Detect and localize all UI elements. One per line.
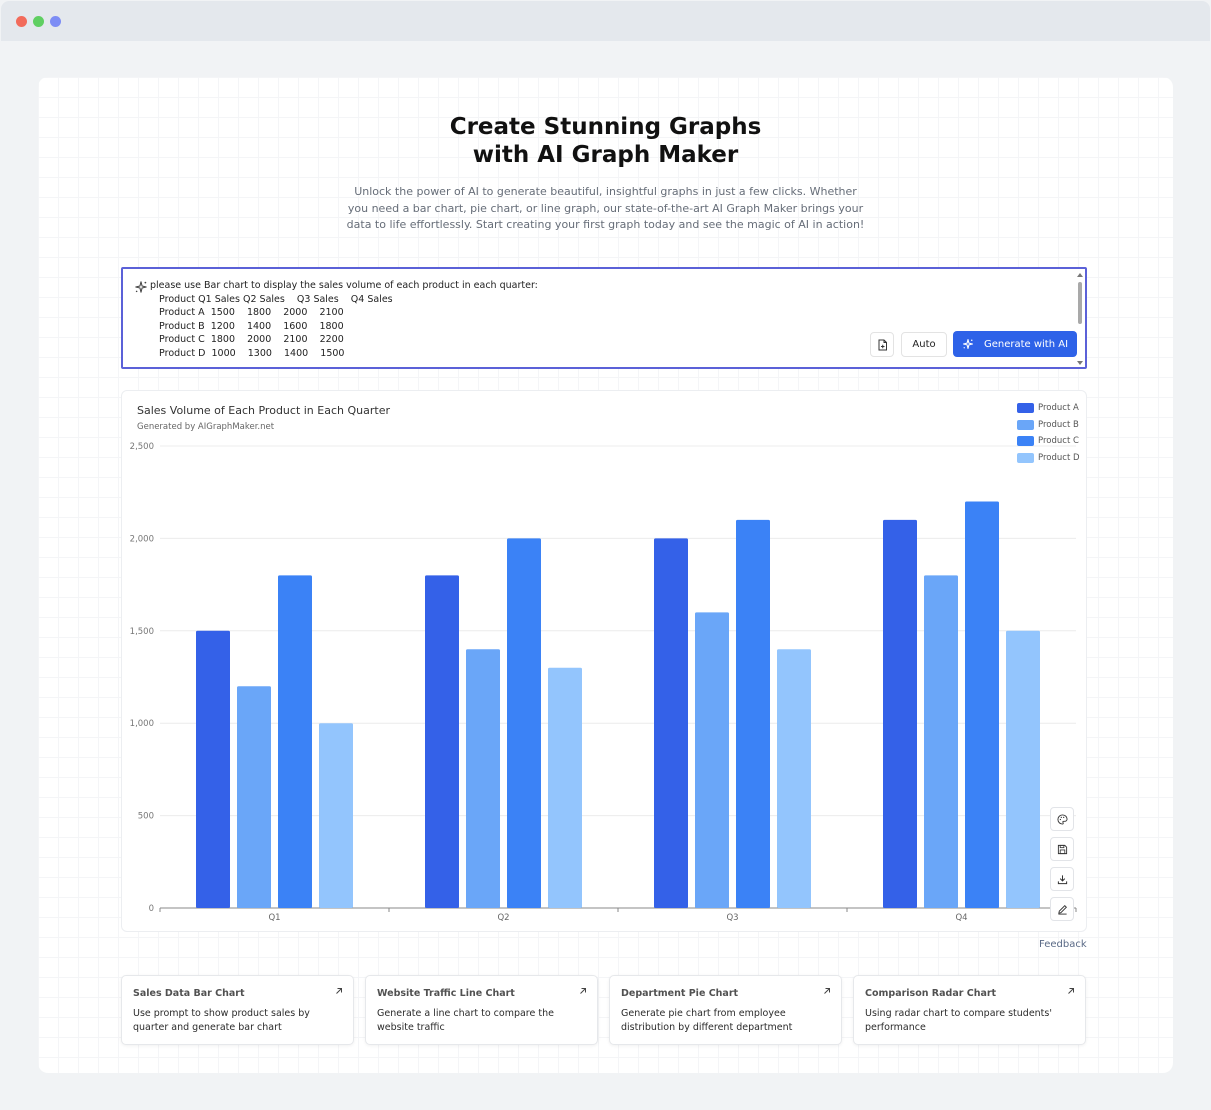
- y-tick-label: 2,500: [130, 442, 154, 452]
- x-tick-label: Q1: [268, 913, 280, 923]
- chart-legend: Product A Product B Product C Product D: [1017, 400, 1080, 466]
- example-card-sales-bar[interactable]: Sales Data Bar Chart Use prompt to show …: [121, 975, 354, 1045]
- bar: [548, 667, 582, 908]
- bar: [425, 575, 459, 908]
- y-tick-label: 1,500: [130, 627, 154, 637]
- minimize-window-button[interactable]: [33, 16, 44, 27]
- upload-file-button[interactable]: [870, 332, 894, 357]
- chart-subtitle: Generated by AIGraphMaker.net: [137, 422, 275, 432]
- legend-swatch: [1017, 419, 1034, 430]
- prompt-scrollbar[interactable]: [1077, 272, 1083, 366]
- example-title: Comparison Radar Chart: [865, 988, 997, 999]
- chart-panel: 0 500 1,000 1,500 2,000 2,500 Q1 Q2 Q3 Q4 Sales V…: [121, 390, 1087, 932]
- x-tick-label: Q3: [726, 913, 738, 923]
- legend-label: Product A: [1038, 403, 1079, 414]
- bar: [278, 575, 312, 908]
- x-tick-label: Q4: [955, 913, 967, 923]
- bar: [1006, 630, 1040, 908]
- prompt-text[interactable]: please use Bar chart to display the sale…: [150, 280, 538, 359]
- example-title: Sales Data Bar Chart: [133, 988, 245, 999]
- bar: [965, 501, 999, 908]
- example-title: Website Traffic Line Chart: [377, 988, 515, 999]
- palette-icon: [1057, 813, 1068, 825]
- legend-label: Product B: [1038, 419, 1079, 430]
- y-tick-label: 500: [138, 812, 154, 822]
- maximize-window-button[interactable]: [50, 16, 61, 27]
- bar: [924, 575, 958, 908]
- example-description: Use prompt to show product sales by quar…: [133, 1008, 310, 1033]
- edit-button[interactable]: [1050, 897, 1074, 921]
- download-icon: [1057, 874, 1067, 884]
- intro-line-3: data to life effortlessly. Start creatin…: [346, 218, 865, 231]
- close-window-button[interactable]: [16, 16, 27, 27]
- scroll-thumb[interactable]: [1078, 282, 1082, 324]
- y-tick-label: 1,000: [130, 719, 154, 729]
- legend-swatch: [1017, 436, 1034, 447]
- save-button[interactable]: [1050, 837, 1074, 861]
- bar: [736, 519, 770, 908]
- legend-item[interactable]: Product D: [1017, 450, 1080, 467]
- bar: [695, 612, 729, 908]
- example-card-comparison-radar[interactable]: Comparison Radar Chart Using radar chart…: [853, 975, 1086, 1045]
- bar: [237, 686, 271, 908]
- legend-label: Product C: [1038, 436, 1079, 447]
- legend-label: Product D: [1038, 452, 1080, 463]
- sparkle-icon: [135, 281, 147, 293]
- bar: [777, 649, 811, 908]
- legend-swatch: [1017, 403, 1034, 414]
- x-tick-label: Q2: [497, 913, 509, 923]
- page-title: Create Stunning Graphs with AI Graph Mak…: [38, 113, 1173, 169]
- scroll-up-icon[interactable]: [1077, 273, 1083, 277]
- example-description: Generate a line chart to compare the web…: [377, 1008, 554, 1033]
- feedback-link[interactable]: Feedback: [1039, 939, 1087, 950]
- intro-line-2: you need a bar chart, pie chart, or line…: [347, 201, 864, 215]
- chart-title: Sales Volume of Each Product in Each Qua…: [137, 404, 390, 417]
- download-button[interactable]: [1050, 867, 1074, 891]
- legend-item[interactable]: Product B: [1017, 417, 1080, 434]
- legend-item[interactable]: Product C: [1017, 433, 1080, 450]
- intro-line-1: Unlock the power of AI to generate beaut…: [354, 185, 857, 198]
- save-icon: [1057, 844, 1067, 854]
- browser-title-bar: [1, 1, 1210, 41]
- title-line-2: with AI Graph Maker: [472, 142, 739, 168]
- generate-button-label: Generate with AI: [983, 338, 1069, 350]
- sparkle-icon: [962, 338, 973, 350]
- title-line-1: Create Stunning Graphs: [449, 114, 762, 140]
- example-card-traffic-line[interactable]: Website Traffic Line Chart Generate a li…: [365, 975, 598, 1045]
- y-tick-label: 0: [149, 904, 154, 914]
- intro-paragraph: Unlock the power of AI to generate beaut…: [343, 184, 868, 234]
- arrow-up-right-icon: [1068, 988, 1074, 994]
- main-card: Create Stunning Graphs with AI Graph Mak…: [38, 77, 1173, 1073]
- file-icon: [878, 339, 887, 350]
- auto-chart-type-button[interactable]: Auto: [901, 332, 947, 357]
- edit-icon: [1057, 904, 1067, 915]
- bar: [883, 519, 917, 908]
- prompt-input[interactable]: please use Bar chart to display the sale…: [121, 267, 1087, 369]
- arrow-up-right-icon: [336, 988, 342, 994]
- example-title: Department Pie Chart: [621, 988, 739, 999]
- y-tick-label: 2,000: [130, 534, 154, 544]
- legend-item[interactable]: Product A: [1017, 400, 1080, 417]
- example-card-department-pie[interactable]: Department Pie Chart Generate pie chart …: [609, 975, 842, 1045]
- bar: [654, 538, 688, 908]
- legend-swatch: [1017, 452, 1034, 463]
- generate-button[interactable]: Generate with AI: [953, 331, 1077, 357]
- example-description: Using radar chart to compare students' p…: [865, 1008, 1052, 1033]
- arrow-up-right-icon: [824, 988, 830, 994]
- bar: [196, 630, 230, 908]
- bar: [507, 538, 541, 908]
- scroll-down-icon[interactable]: [1077, 361, 1083, 365]
- example-description: Generate pie chart from employee distrib…: [621, 1008, 793, 1033]
- bar-chart: 0 500 1,000 1,500 2,000 2,500 Q1 Q2 Q3 Q4: [130, 442, 1077, 923]
- arrow-up-right-icon: [580, 988, 586, 994]
- bar: [466, 649, 500, 908]
- palette-button[interactable]: [1050, 807, 1074, 831]
- bar: [319, 723, 353, 908]
